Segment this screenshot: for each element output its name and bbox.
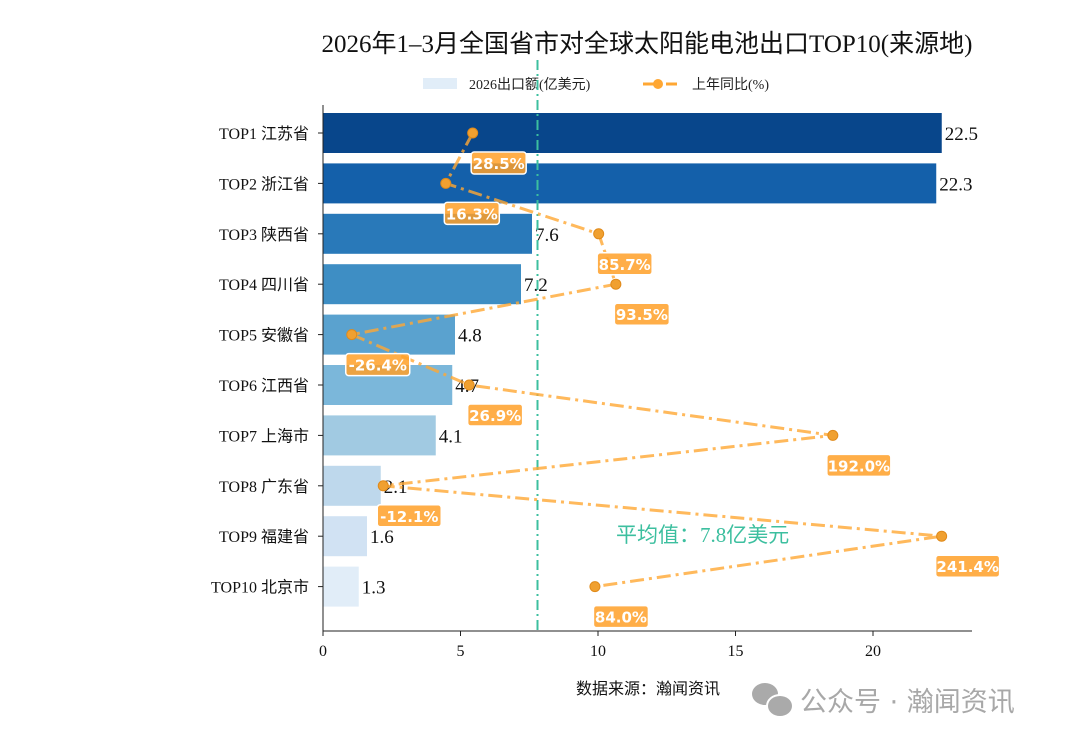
yoy-marker — [827, 429, 839, 441]
yoy-marker — [593, 228, 605, 240]
bar-value-label: 2.1 — [384, 477, 408, 498]
x-tick-label: 10 — [590, 643, 606, 660]
bar — [323, 465, 381, 506]
yoy-label-box — [344, 352, 411, 377]
category-tick-label: TOP9 福建省 — [219, 528, 309, 546]
chart-title: 2026年1–3月全国省市对全球太阳能电池出口TOP10(来源地) — [322, 30, 973, 58]
bar-value-label: 22.5 — [945, 124, 978, 145]
x-tick-label: 0 — [319, 643, 327, 660]
category-tick-label: TOP1 江苏省 — [219, 125, 309, 143]
yoy-value-label: 85.7% — [599, 256, 651, 274]
yoy-marker — [467, 127, 479, 139]
x-tick-label: 20 — [865, 643, 881, 660]
category-tick-label: TOP3 陕西省 — [219, 226, 309, 244]
yoy-marker — [377, 480, 389, 492]
bar-value-label: 7.6 — [535, 225, 559, 246]
category-tick-label: TOP10 北京市 — [211, 579, 309, 597]
yoy-marker — [610, 278, 622, 290]
bar-value-label: 7.2 — [524, 275, 548, 296]
legend-line-marker — [653, 79, 663, 89]
category-tick-label: TOP5 安徽省 — [219, 327, 309, 345]
average-label: 平均值：7.8亿美元 — [616, 523, 789, 547]
bar-value-label: 1.6 — [370, 527, 394, 548]
category-tick-label: TOP2 浙江省 — [219, 175, 309, 193]
yoy-label-box — [376, 504, 442, 528]
x-tick-label: 15 — [728, 643, 744, 660]
yoy-value-label: -12.1% — [380, 508, 438, 526]
yoy-marker — [346, 329, 358, 341]
yoy-value-label: 84.0% — [595, 609, 647, 627]
category-tick-label: TOP6 江西省 — [219, 377, 309, 395]
bar — [323, 213, 532, 254]
yoy-value-label: 28.5% — [473, 155, 525, 173]
watermark-text: 公众号 · 瀚闻资讯 — [800, 687, 1015, 718]
yoy-label-box — [592, 604, 650, 629]
category-tick-label: TOP8 广东省 — [219, 478, 309, 496]
bar-value-label: 4.1 — [439, 426, 463, 447]
yoy-value-label: 192.0% — [828, 457, 890, 475]
bar — [323, 415, 436, 456]
yoy-marker — [589, 581, 601, 593]
legend-bar-swatch — [423, 78, 457, 89]
wechat-icon — [752, 682, 794, 718]
bar-value-label: 1.3 — [362, 578, 386, 599]
yoy-label-box — [466, 403, 524, 427]
yoy-label-box — [470, 151, 527, 175]
legend-bar-label: 2026出口额(亿美元) — [469, 77, 591, 93]
bar-value-label: 22.3 — [939, 174, 972, 195]
yoy-value-label: -26.4% — [349, 357, 407, 375]
yoy-label-box — [596, 252, 653, 276]
bar — [323, 163, 937, 204]
bar — [323, 113, 942, 153]
yoy-label-box — [934, 554, 1001, 578]
bar — [323, 264, 521, 305]
bar — [323, 566, 359, 607]
legend: 2026出口额(亿美元) 上年同比(%) — [423, 77, 769, 93]
yoy-marker — [440, 177, 452, 189]
watermark: 公众号 · 瀚闻资讯 — [752, 680, 1015, 719]
legend-line-label: 上年同比(%) — [692, 77, 769, 93]
yoy-label-box — [613, 302, 671, 326]
yoy-value-label: 26.9% — [469, 407, 521, 425]
bar — [323, 314, 455, 355]
yoy-value-label: 93.5% — [616, 306, 668, 324]
yoy-marker — [463, 379, 475, 391]
yoy-marker — [936, 530, 948, 542]
yoy-label-box — [826, 453, 892, 478]
yoy-value-label: 16.3% — [446, 205, 498, 223]
x-tick-label: 5 — [457, 643, 465, 660]
bar — [323, 516, 367, 557]
source-note: 数据来源：瀚闻资讯 — [576, 680, 720, 698]
bar-value-label: 4.8 — [458, 326, 482, 347]
category-tick-label: TOP7 上海市 — [219, 427, 309, 445]
yoy-label-box — [443, 201, 501, 226]
yoy-value-label: 241.4% — [936, 558, 998, 576]
category-tick-label: TOP4 四川省 — [219, 276, 309, 294]
